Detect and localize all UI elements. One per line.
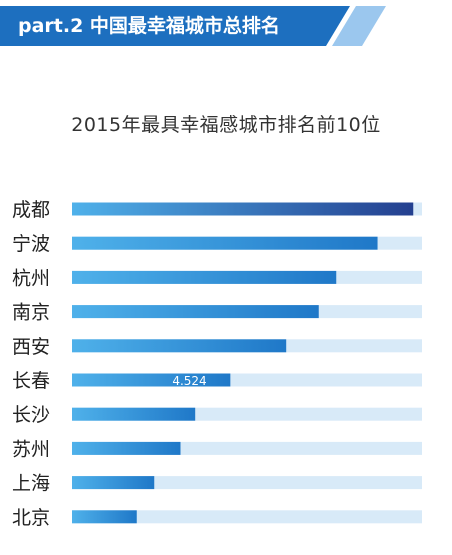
bar [72,202,414,216]
banner-title: part.2 中国最幸福城市总排名 [18,15,280,37]
bar [72,441,181,455]
section-banner: part.2 中国最幸福城市总排名 [0,6,386,46]
category-label: 上海 [12,473,50,495]
bar-track [72,476,422,490]
category-label: 成都 [12,199,50,221]
bar [72,270,337,284]
category-label: 杭州 [12,267,50,289]
bar [72,305,319,319]
category-label: 长沙 [12,404,50,426]
category-label: 北京 [12,507,50,529]
bar [72,373,231,387]
category-label: 宁波 [12,233,50,255]
bar [72,510,137,524]
banner-shape [0,6,386,46]
bar [72,476,155,490]
data-label: 4.524 [172,374,206,388]
chart-title: 2015年最具幸福感城市排名前10位 [71,114,381,136]
category-label: 南京 [12,302,50,324]
category-label: 苏州 [12,438,50,460]
category-label: 西安 [12,336,50,358]
category-label: 长春 [12,370,50,392]
bar-track [72,510,422,524]
bar [72,407,196,421]
bar [72,236,378,250]
bar [72,339,287,353]
